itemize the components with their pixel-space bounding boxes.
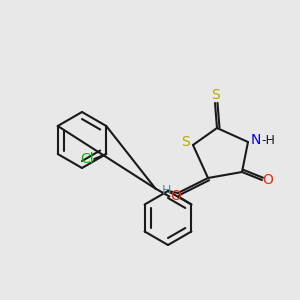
Text: H: H [161,184,171,197]
Text: -H: -H [261,134,275,146]
Text: O: O [262,173,273,187]
Text: S: S [211,88,219,102]
Text: S: S [181,135,189,149]
Text: Cl: Cl [80,152,94,166]
Text: N: N [251,133,261,147]
Text: O: O [170,190,181,203]
